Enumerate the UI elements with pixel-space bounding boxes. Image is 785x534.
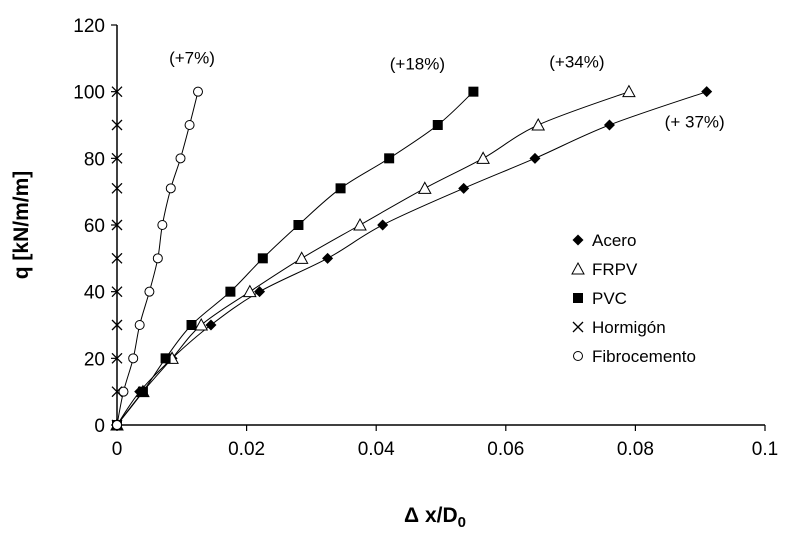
data-point-fibrocemento [134,320,145,330]
data-point-pvc [186,320,197,330]
legend-label-frpv: FRPV [592,260,638,279]
data-point-hormig-n [111,86,123,98]
series-line-acero [116,91,707,426]
data-point-hormig-n [111,119,123,131]
data-point-acero [701,86,713,98]
data-point-hormig-n [111,152,123,164]
y-tick-label: 80 [84,149,105,170]
data-point-fibrocemento [118,386,129,397]
y-axis-label: q [kN/m/m] [10,171,33,280]
data-point-pvc [137,386,148,397]
data-point-pvc [432,120,443,130]
legend-label-pvc: PVC [592,289,627,308]
legend-marker-hormig-n [572,321,584,333]
data-point-hormig-n [111,286,123,298]
data-point-acero [458,182,470,194]
x-axis-label: Δ x/D0 [404,504,466,531]
data-point-hormig-n [111,182,123,194]
legend-marker-pvc [573,293,583,303]
series-line-frpv [116,91,630,426]
annotation-label: (+18%) [390,55,445,74]
y-tick-label: 100 [73,83,105,104]
x-axis-label-main: Δ x/D [404,504,458,527]
legend-marker-acero [572,234,584,246]
y-tick-label: 40 [84,283,105,304]
series-frpv [110,84,636,431]
x-tick-label: 0.02 [228,439,265,460]
y-tick-label: 120 [73,16,105,37]
data-point-acero [254,286,266,298]
series-pvc [112,86,479,430]
y-tick-label: 60 [84,216,105,237]
data-point-frpv [622,84,636,98]
data-point-hormig-n [111,352,123,364]
data-point-acero [603,119,615,131]
annotation-label: (+ 37%) [665,113,725,132]
data-point-fibrocemento [165,183,176,194]
x-axis-label-subscript: 0 [458,514,466,531]
data-point-frpv [531,117,546,131]
data-point-acero [322,252,334,264]
data-point-pvc [257,253,268,264]
data-point-pvc [468,86,479,97]
x-tick-label: 0.08 [617,439,654,460]
data-point-fibrocemento [193,86,203,97]
data-point-fibrocemento [152,253,163,264]
axes: 0 0.02 0.04 0.06 0.08 0.1 0 20 40 60 80 100 120 [73,16,778,460]
data-point-fibrocemento [144,286,155,297]
x-tick-label: 0.1 [752,439,778,460]
data-point-frpv [417,181,432,194]
data-point-pvc [160,353,171,364]
legend-label-hormig-n: Hormigón [592,318,666,337]
legend-label-acero: Acero [592,231,636,250]
data-point-acero [529,152,541,164]
data-point-hormig-n [111,252,123,264]
data-point-acero [205,319,217,331]
annotation-layer: (+7%) (+18%) (+34%) (+ 37%) [169,49,725,132]
legend-label-fibrocemento: Fibrocemento [592,347,696,366]
x-tick-label: 0.04 [358,439,395,460]
data-point-fibrocemento [175,153,186,164]
data-point-frpv [242,284,257,298]
data-point-pvc [225,286,236,297]
legend: Acero FRPV PVC Hormigón Fibrocemento [571,231,696,366]
series-acero [111,86,713,431]
data-point-hormig-n [111,319,123,331]
data-point-frpv [353,217,367,231]
series-hormig-n [111,86,123,431]
data-point-fibrocemento [128,353,139,364]
legend-marker-frpv [571,261,585,275]
annotation-label: (+34%) [549,53,604,72]
data-point-frpv [194,317,209,331]
legend-marker-fibrocemento [573,351,583,361]
data-point-frpv [476,151,490,164]
data-point-fibrocemento [112,420,122,430]
series-fibrocemento [112,86,203,430]
data-point-pvc [293,220,304,230]
series-layer [110,84,713,431]
data-point-fibrocemento [184,120,195,130]
data-point-fibrocemento [157,220,168,230]
y-tick-label: 20 [84,349,105,370]
data-point-pvc [335,183,346,194]
data-point-acero [377,219,389,231]
y-tick-label: 0 [94,416,105,437]
series-line-pvc [116,91,474,426]
data-point-hormig-n [111,219,123,231]
data-point-frpv [294,251,309,264]
x-tick-label: 0 [112,439,123,460]
x-tick-label: 0.06 [487,439,524,460]
annotation-label: (+7%) [169,49,215,68]
data-point-pvc [384,153,395,164]
